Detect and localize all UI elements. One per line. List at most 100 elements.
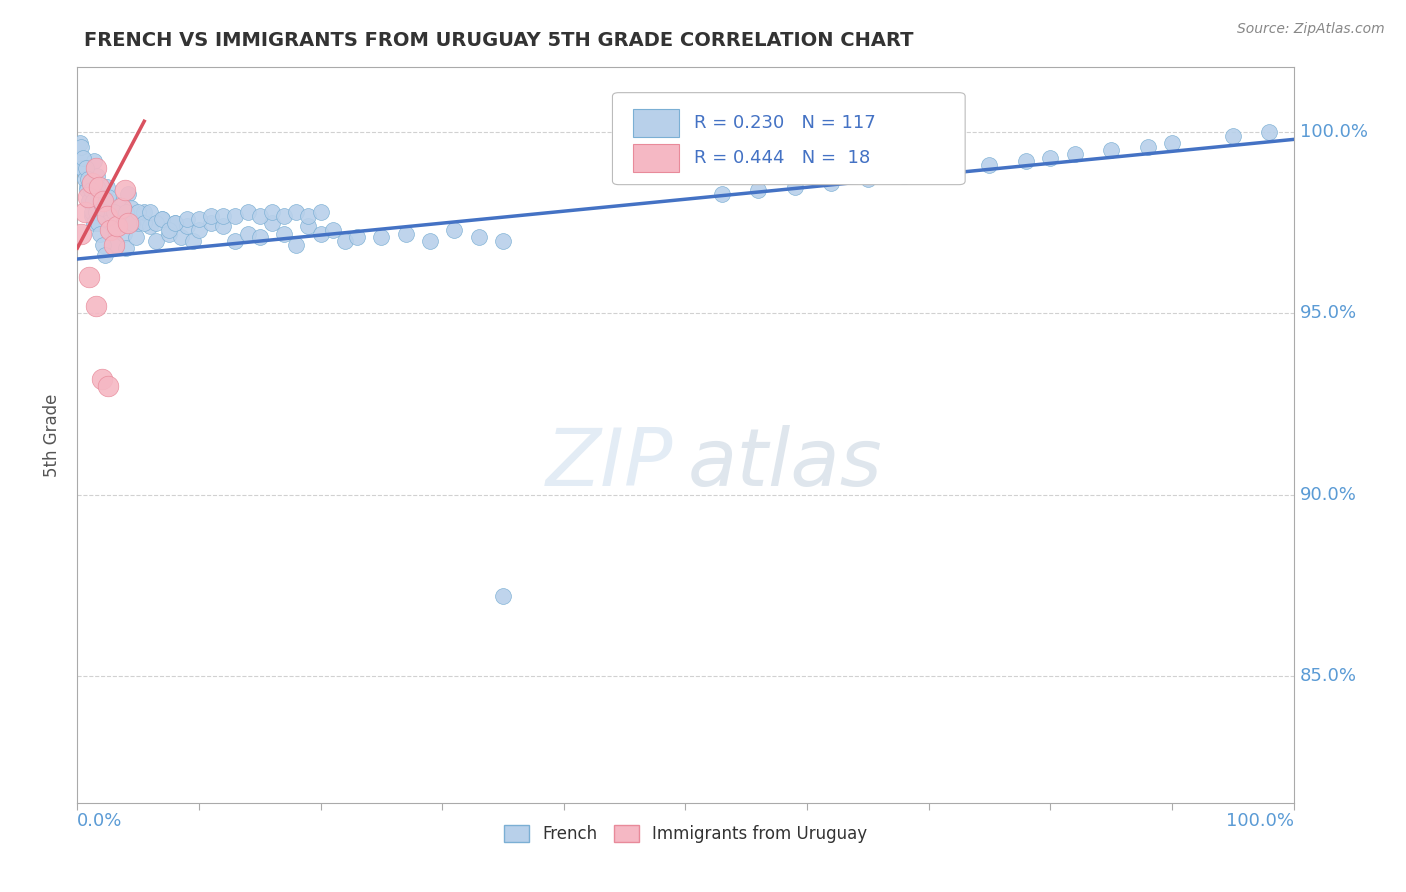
Point [103, 205, 125, 219]
Point [212, 219, 235, 234]
Text: ZIP: ZIP [546, 425, 673, 503]
Point [82, 194, 104, 208]
Point [91, 194, 114, 208]
Point [200, 216, 222, 230]
Point [80, 209, 103, 223]
Point [93, 212, 115, 227]
Point [1161, 136, 1184, 150]
Point [176, 212, 198, 227]
Point [84, 205, 107, 219]
Point [127, 216, 149, 230]
Point [105, 237, 128, 252]
Text: FRENCH VS IMMIGRANTS FROM URUGUAY 5TH GRADE CORRELATION CHART: FRENCH VS IMMIGRANTS FROM URUGUAY 5TH GR… [84, 31, 914, 50]
FancyBboxPatch shape [613, 93, 965, 185]
Point [249, 209, 271, 223]
Point [1015, 154, 1038, 169]
Point [297, 219, 319, 234]
Point [710, 186, 733, 201]
Point [80, 205, 103, 219]
Point [333, 234, 356, 248]
Point [77, 190, 100, 204]
Point [322, 223, 344, 237]
Point [73, 165, 96, 179]
Point [820, 176, 842, 190]
Point [90, 197, 112, 211]
Point [86, 169, 108, 183]
Point [224, 234, 246, 248]
Point [108, 216, 131, 230]
Point [97, 379, 120, 393]
Point [70, 139, 93, 153]
Point [121, 216, 143, 230]
Point [419, 234, 441, 248]
Point [122, 216, 145, 230]
Point [97, 190, 120, 204]
Point [236, 205, 259, 219]
Point [114, 183, 136, 197]
Point [120, 201, 142, 215]
Point [139, 205, 162, 219]
Point [115, 205, 138, 219]
Point [80, 183, 103, 197]
Point [918, 165, 941, 179]
Point [115, 241, 138, 255]
Bar [633, 145, 679, 172]
Point [76, 183, 98, 197]
Point [89, 179, 111, 194]
Text: atlas: atlas [688, 425, 883, 503]
Point [285, 205, 308, 219]
Point [107, 197, 129, 211]
Text: 100.0%: 100.0% [1299, 123, 1368, 141]
Point [942, 161, 965, 176]
Point [100, 209, 122, 223]
Text: 90.0%: 90.0% [1299, 485, 1357, 504]
Point [73, 205, 96, 219]
Point [1258, 125, 1281, 139]
Point [127, 205, 149, 219]
Text: 95.0%: 95.0% [1299, 304, 1357, 322]
Point [134, 205, 156, 219]
Point [79, 194, 101, 208]
Point [1039, 151, 1062, 165]
Point [893, 169, 915, 183]
Point [856, 172, 879, 186]
Point [492, 589, 515, 603]
Point [309, 205, 332, 219]
Point [157, 227, 180, 241]
Point [979, 158, 1001, 172]
Point [260, 216, 283, 230]
Point [89, 183, 111, 197]
Point [139, 219, 162, 234]
Point [98, 223, 121, 237]
Point [170, 230, 193, 244]
Point [1136, 139, 1159, 153]
Point [188, 223, 211, 237]
Point [492, 234, 515, 248]
Point [83, 216, 105, 230]
Point [110, 201, 132, 215]
Point [249, 230, 271, 244]
Point [77, 172, 100, 186]
Point [285, 237, 308, 252]
Point [145, 216, 167, 230]
Point [181, 234, 204, 248]
Point [72, 151, 94, 165]
Point [110, 212, 132, 227]
Point [75, 161, 97, 176]
Point [747, 183, 769, 197]
Point [112, 227, 135, 241]
Point [79, 270, 101, 285]
Point [107, 219, 129, 234]
Point [97, 194, 120, 208]
Point [103, 237, 125, 252]
Text: Source: ZipAtlas.com: Source: ZipAtlas.com [1237, 22, 1385, 37]
Point [70, 227, 93, 241]
Point [273, 209, 295, 223]
Point [70, 151, 93, 165]
Point [83, 154, 105, 169]
Point [152, 212, 174, 227]
Point [117, 186, 139, 201]
Point [163, 216, 186, 230]
Point [176, 219, 198, 234]
Point [80, 176, 103, 190]
